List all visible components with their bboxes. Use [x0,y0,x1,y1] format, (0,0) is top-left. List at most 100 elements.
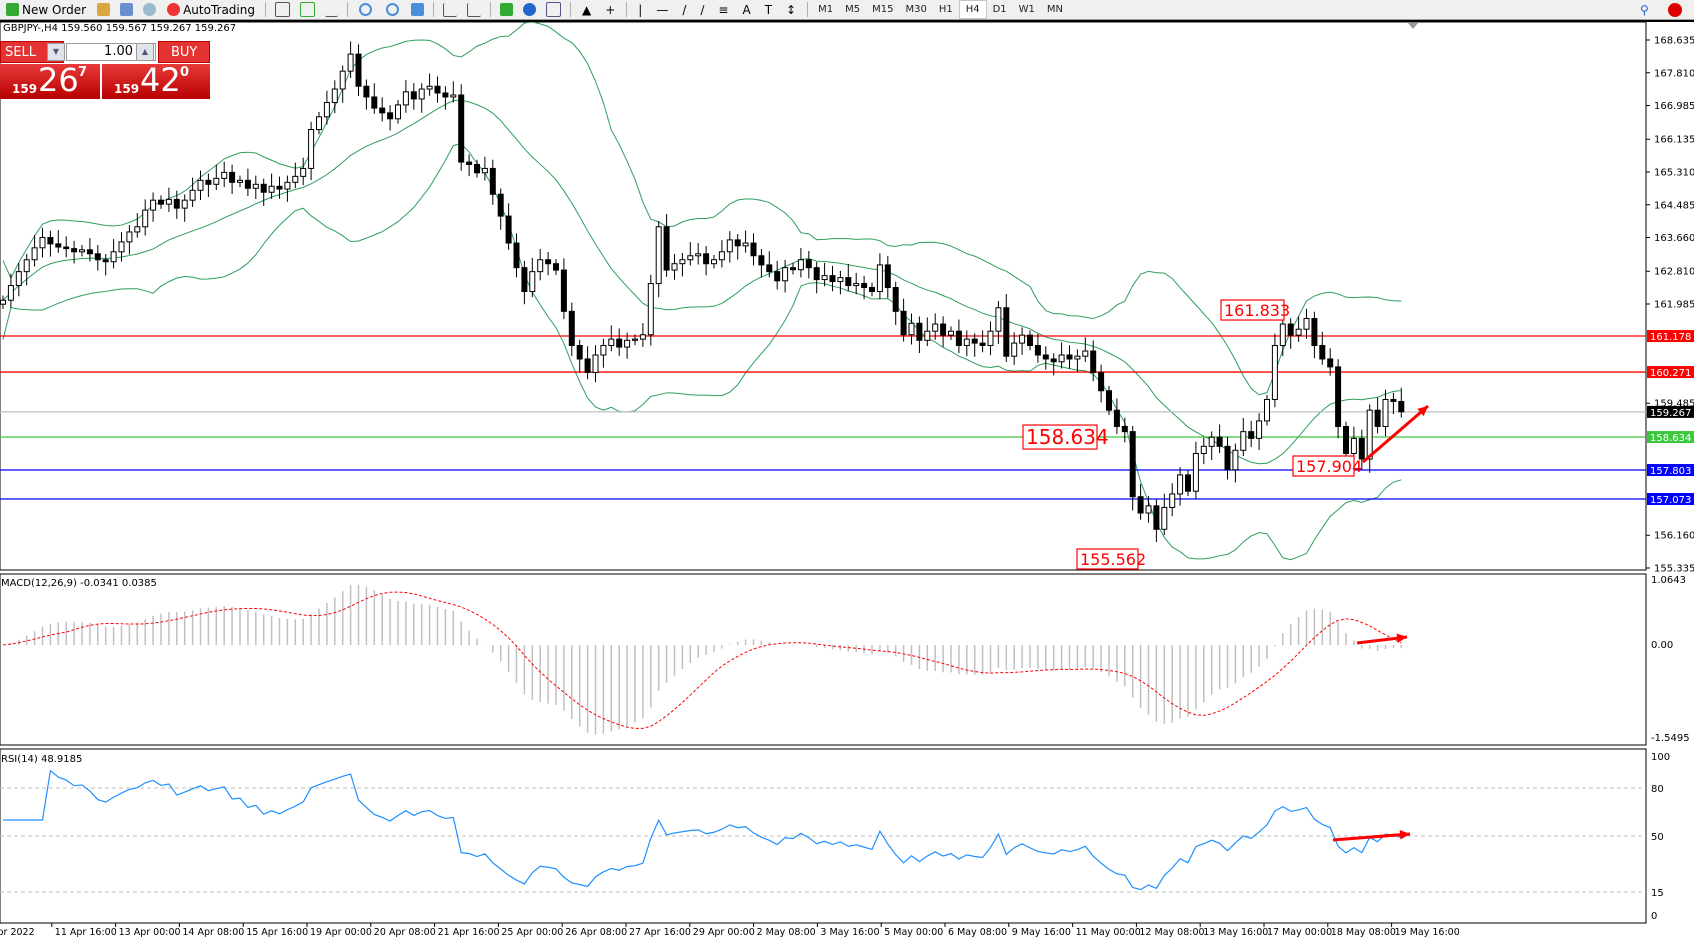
bullish-candle [7,285,14,301]
rsi-tick-label: 100 [1651,752,1670,763]
lot-decrease-button[interactable]: ▼ [47,43,65,61]
bar-chart-icon[interactable] [274,2,290,17]
bullish-candle [1350,437,1357,454]
sell-price-prefix: 159 [12,82,38,96]
bullish-candle [284,181,291,190]
bollinger-upper-band [2,22,1402,396]
bullish-candle [300,167,307,177]
price-tick-label: 166.985 [1654,101,1694,112]
bearish-candle [1327,358,1334,368]
bullish-candle [1019,334,1026,344]
bullish-candle [529,271,536,292]
bullish-candle [876,264,883,292]
bullish-candle [711,259,717,265]
timeframe-w1[interactable]: W1 [1018,4,1035,15]
arrows-icon[interactable]: ↕ [786,2,797,17]
tile-windows-icon[interactable] [410,3,424,16]
timeframe-d1[interactable]: D1 [992,4,1007,15]
candlestick-chart-icon[interactable] [299,2,315,17]
bullish-candle [908,322,915,336]
zoom-out-icon[interactable] [385,3,399,16]
horizontal-line-icon[interactable]: — [656,2,669,17]
bullish-candle [323,102,330,118]
search-icon[interactable]: ⚲ [1640,2,1649,17]
bullish-candle [687,255,694,261]
bullish-candle [142,209,149,228]
time-label: 20 Apr 08:00 [374,927,436,938]
bullish-candle [134,226,141,233]
rsi-line [3,769,1402,891]
chart-shift-icon[interactable] [466,2,481,17]
bullish-candle [418,88,425,100]
time-label: 12 May 08:00 [1139,927,1204,938]
bearish-candle [1003,307,1010,357]
bullish-candle [0,299,6,305]
timeframe-m15[interactable]: M15 [872,4,894,15]
autotrading-button[interactable]: AutoTrading [161,0,261,19]
bearish-candle [1287,323,1294,336]
timeframe-m5[interactable]: M5 [845,4,861,15]
text-label-icon[interactable]: T [764,2,773,17]
buy-price-pips: 42 [140,61,181,99]
bullish-candle [608,338,615,346]
equidistant-channel-icon[interactable]: ∕ [700,2,705,17]
bearish-candle [55,243,62,248]
level-price-tag [1647,366,1694,379]
bearish-candle [900,310,907,336]
bullish-candle [1382,398,1389,427]
trendline-icon[interactable]: / [682,2,687,17]
buy-button[interactable]: BUY [158,41,210,63]
level-price-label: 158.634 [1650,433,1691,444]
indicators-icon[interactable] [499,3,513,16]
time-label: 3 May 16:00 [820,927,879,938]
timeframe-h1[interactable]: H1 [938,4,953,15]
bearish-candle [71,248,78,253]
lot-size-input[interactable]: 1.00 [66,43,156,61]
timeframe-m30[interactable]: M30 [905,4,927,15]
bullish-candle [39,237,46,249]
price-tick-label: 162.810 [1654,267,1694,278]
bearish-candle [568,310,575,346]
text-icon[interactable]: A [742,2,751,17]
signals-icon[interactable] [143,3,157,16]
zoom-in-icon[interactable] [358,3,372,16]
auto-scroll-icon[interactable] [442,2,457,17]
bearish-candle [805,259,812,269]
sell-price[interactable]: 159 26 7 [0,61,100,99]
bearish-candle [47,237,54,245]
bullish-candle [600,344,607,356]
periods-icon[interactable] [522,3,536,16]
timeframe-m1[interactable]: M1 [818,4,834,15]
new-order-button[interactable]: New Order [0,0,92,19]
timeframe-mn[interactable]: MN [1046,4,1064,15]
buy-price[interactable]: 159 42 0 [102,61,210,99]
crosshair-icon[interactable]: + [605,2,616,17]
meta-editor-icon[interactable] [97,3,111,16]
bullish-candle [1303,317,1310,330]
bearish-candle [1027,334,1033,346]
cursor-icon[interactable]: ▲ [581,2,592,17]
bullish-candle [1192,452,1199,492]
terminal-icon[interactable] [120,3,134,16]
notification-icon[interactable] [1668,2,1682,17]
bearish-candle [892,287,899,312]
bearish-candle [173,198,180,209]
bearish-candle [1216,436,1223,447]
timeframe-h4[interactable]: H4 [958,0,987,19]
vertical-line-icon[interactable]: | [638,2,643,17]
lot-increase-button[interactable]: ▲ [136,43,154,61]
bullish-candle [150,199,157,211]
sell-price-pips: 26 [38,61,79,99]
price-tick-label: 163.660 [1654,233,1694,244]
bearish-candle [758,255,765,266]
bearish-candle [466,161,473,165]
bullish-candle [23,259,30,273]
line-chart-icon[interactable] [324,3,338,17]
time-label: 14 Apr 08:00 [182,927,244,938]
bullish-candle [592,354,599,373]
macd-label: MACD(12,26,9) -0.0341 0.0385 [1,578,157,589]
bearish-candle [845,277,852,287]
fibonacci-icon[interactable]: ≡ [718,2,729,17]
templates-icon[interactable] [545,2,561,17]
